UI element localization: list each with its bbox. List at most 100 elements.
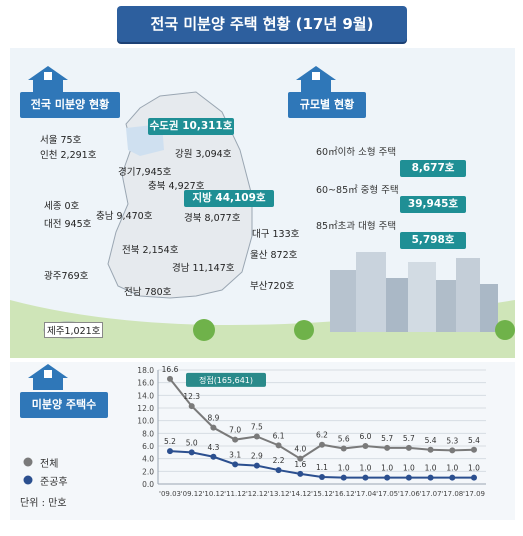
data-label: 1.0: [403, 464, 415, 473]
tree-icon: [294, 320, 314, 340]
title-banner: [117, 6, 407, 42]
x-tick-label: '14.12: [289, 490, 311, 498]
x-tick-label: '12.12: [246, 490, 268, 498]
data-label: 5.6: [338, 435, 350, 444]
size-medium-value: 39,945호: [400, 196, 466, 213]
size-section-label: 규모별 현황: [288, 92, 366, 118]
data-point: [188, 403, 195, 410]
data-point: [405, 474, 412, 481]
region-jeonnam: 전남 780호: [124, 287, 172, 298]
tree-icon: [193, 319, 215, 341]
data-point: [449, 474, 456, 481]
data-point: [471, 474, 477, 481]
map-section-label: 전국 미분양 현황: [20, 92, 120, 118]
x-tick-label: '17.09: [463, 490, 485, 498]
data-label: 6.2: [316, 431, 328, 440]
x-tick-label: '17.04: [354, 490, 377, 498]
x-tick-label: '11.12: [224, 490, 246, 498]
data-point: [384, 444, 391, 451]
x-tick-label: '16.12: [333, 490, 355, 498]
data-label: 1.0: [359, 464, 371, 473]
page-title: 전국 미분양 주택 현황 (17년 9월): [150, 15, 374, 33]
x-tick-label: '09.03: [159, 490, 181, 498]
data-label: 5.4: [425, 436, 437, 445]
data-point: [405, 444, 412, 451]
capital-area-value: 10,311호: [182, 120, 233, 132]
x-tick-label: '17.05: [376, 490, 398, 498]
data-label: 1.0: [468, 464, 480, 473]
y-tick-label: 16.0: [137, 379, 154, 388]
data-point: [167, 375, 173, 382]
data-label: 1.0: [446, 464, 458, 473]
unit-label: 단위 : 만호: [20, 498, 67, 509]
region-incheon: 인천 2,291호: [40, 150, 97, 161]
capital-area-label: 수도권: [149, 120, 179, 132]
data-label: 5.7: [381, 434, 393, 443]
data-label: 5.4: [468, 436, 480, 445]
region-daegu: 대구 133호: [252, 229, 300, 240]
region-chungbuk: 충북 4,927호: [148, 181, 205, 192]
house-icon: [28, 66, 68, 92]
provinces-pill: 지방 44,109호: [184, 190, 274, 207]
y-tick-label: 4.0: [142, 455, 154, 464]
region-gangwon: 강원 3,094호: [175, 149, 232, 160]
region-seoul: 서울 75호: [40, 135, 82, 146]
region-jeju: 제주1,021호: [44, 322, 104, 338]
x-tick-label: '17.08: [441, 490, 463, 498]
provinces-label: 지방: [192, 192, 212, 204]
data-point: [275, 467, 282, 474]
size-small-value: 8,677호: [400, 160, 466, 177]
y-tick-label: 6.0: [142, 442, 154, 451]
y-tick-label: 0.0: [142, 480, 154, 489]
data-label: 1.6: [294, 460, 306, 469]
y-tick-label: 10.0: [137, 417, 154, 426]
peak-annotation-label: 정점(165,641): [199, 375, 253, 385]
size-large-label: 85㎡초과 대형 주택: [316, 221, 397, 232]
house-icon: [28, 364, 68, 390]
data-point: [232, 436, 239, 443]
data-label: 7.5: [251, 423, 263, 432]
tree-icon: [495, 320, 515, 340]
house-icon: [296, 66, 336, 92]
data-label: 2.2: [273, 456, 285, 465]
region-sejong: 세종 0호: [44, 201, 80, 212]
region-busan: 부산720호: [250, 281, 295, 292]
region-ulsan: 울산 872호: [250, 250, 298, 261]
x-tick-label: '15.12: [311, 490, 333, 498]
region-gwangju: 광주769호: [44, 271, 89, 282]
grass-hill: [10, 300, 515, 358]
data-point: [340, 445, 347, 452]
data-label: 1.0: [425, 464, 437, 473]
y-tick-label: 12.0: [137, 404, 154, 413]
region-gyeongnam: 경남 11,147호: [172, 263, 235, 274]
data-label: 5.0: [186, 438, 198, 447]
data-label: 7.0: [229, 426, 241, 435]
data-label: 1.1: [316, 463, 328, 472]
data-point: [427, 474, 434, 481]
x-tick-label: '09.12: [181, 490, 203, 498]
capital-area-pill: 수도권 10,311호: [148, 118, 234, 135]
data-label: 5.2: [164, 437, 176, 446]
data-point: [449, 447, 456, 454]
data-point: [427, 446, 434, 453]
data-label: 4.0: [294, 445, 306, 454]
data-label: 1.0: [381, 464, 393, 473]
region-gyeongbuk: 경북 8,077호: [184, 213, 241, 224]
data-label: 8.9: [207, 414, 219, 423]
data-point: [210, 453, 217, 460]
data-point: [188, 449, 195, 456]
data-point: [253, 462, 260, 469]
data-label: 1.0: [338, 464, 350, 473]
trend-section-label: 미분양 주택수: [20, 392, 108, 418]
data-point: [297, 455, 304, 462]
data-point: [471, 446, 477, 453]
peak-annotation-box: [186, 372, 266, 387]
y-tick-label: 2.0: [142, 467, 154, 476]
y-tick-label: 14.0: [137, 391, 154, 400]
data-point: [275, 442, 282, 449]
region-jeonbuk: 전북 2,154호: [122, 245, 179, 256]
data-point: [319, 474, 325, 481]
legend-completed-label: 준공후: [40, 477, 68, 488]
region-chungnam: 충남 9,470호: [96, 211, 153, 222]
y-tick-label: 18.0: [137, 366, 154, 375]
